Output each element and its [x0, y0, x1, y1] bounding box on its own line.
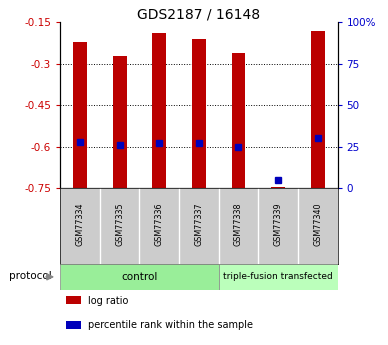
Text: GSM77336: GSM77336: [155, 203, 164, 246]
Bar: [192, 39, 206, 188]
Text: protocol: protocol: [9, 270, 52, 280]
Bar: [113, 56, 126, 188]
Text: GSM77339: GSM77339: [274, 203, 282, 246]
Text: triple-fusion transfected: triple-fusion transfected: [223, 272, 333, 282]
Text: percentile rank within the sample: percentile rank within the sample: [88, 320, 253, 330]
Text: GSM77337: GSM77337: [194, 203, 203, 246]
Text: GSM77340: GSM77340: [313, 203, 322, 246]
Bar: [152, 33, 166, 188]
Bar: [232, 53, 246, 188]
Title: GDS2187 / 16148: GDS2187 / 16148: [137, 7, 260, 21]
Text: GSM77335: GSM77335: [115, 203, 124, 246]
Text: GSM77334: GSM77334: [75, 203, 85, 246]
Text: control: control: [121, 272, 158, 282]
Bar: [271, 187, 285, 188]
Bar: [73, 42, 87, 188]
Bar: [66, 296, 81, 305]
Bar: [311, 31, 325, 188]
Text: GSM77338: GSM77338: [234, 203, 243, 246]
Text: log ratio: log ratio: [88, 296, 128, 306]
FancyBboxPatch shape: [60, 264, 219, 290]
FancyBboxPatch shape: [219, 264, 338, 290]
Bar: [66, 321, 81, 329]
